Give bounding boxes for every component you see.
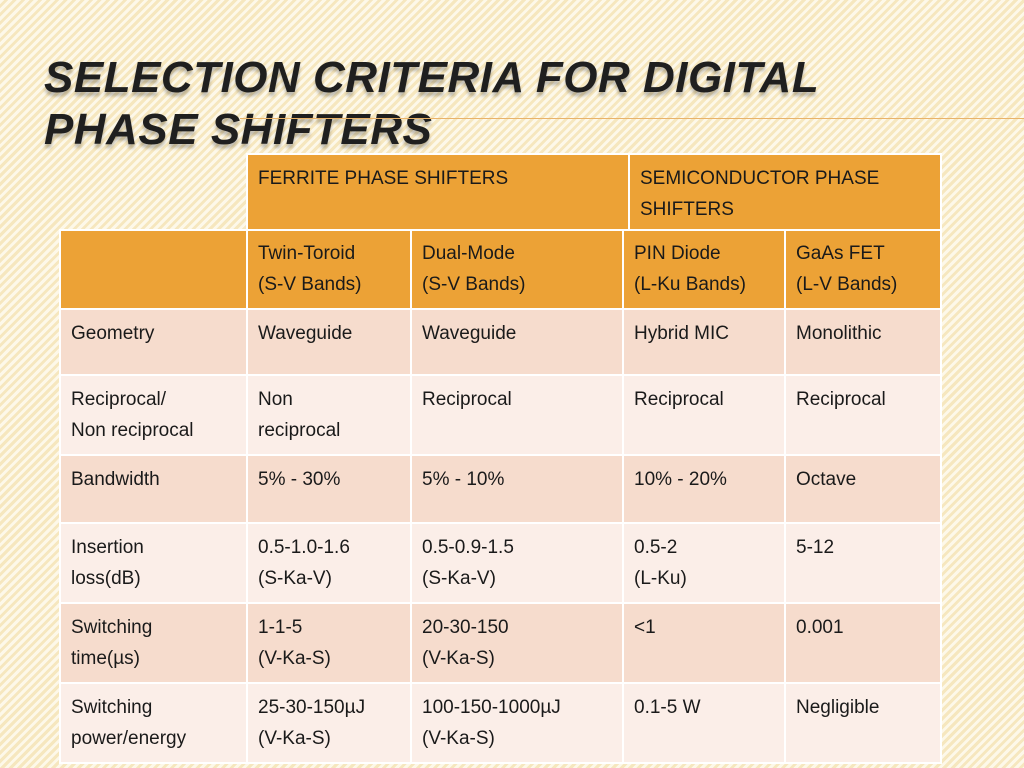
row-label-cell: Insertion loss(dB) (59, 522, 248, 604)
table-cell: 20-30-150 (V-Ka-S) (410, 602, 624, 684)
row-label-cell: Switching power/energy (59, 682, 248, 764)
table-cell: Octave (784, 454, 942, 524)
row-label-cell: Bandwidth (59, 454, 248, 524)
table-cell: <1 (622, 602, 786, 684)
cell-text: 0.001 (796, 617, 844, 638)
cell-text: Switching (71, 617, 153, 638)
cell-text: Insertion (71, 537, 144, 558)
cell-text: Waveguide (422, 323, 517, 344)
slide-title: Selection Criteria for Digital Phase Shi… (44, 53, 819, 154)
cell-text: (V-Ka-S) (422, 648, 495, 669)
cell-text: (L-Ku) (634, 568, 687, 589)
cell-text: 100-150-1000µJ (422, 697, 561, 718)
table-cell: 5% - 30% (246, 454, 412, 524)
cell-text: 0.5-0.9-1.5 (422, 537, 514, 558)
cell-text: 25-30-150µJ (258, 697, 366, 718)
header-cell-line: (S-V Bands) (258, 274, 362, 295)
header-cell-line: PIN Diode (634, 243, 721, 264)
table-cell: 0.5-2 (L-Ku) (622, 522, 786, 604)
cell-text: (V-Ka-S) (258, 728, 331, 749)
table-row: Reciprocal/Non reciprocal Non reciprocal Re… (59, 374, 942, 456)
comparison-table: Twin-Toroid (S-V Bands) Dual-Mode (S-V Band… (59, 229, 942, 764)
table-cell: 0.001 (784, 602, 942, 684)
column-header-row: Twin-Toroid (S-V Bands) Dual-Mode (S-V Band… (59, 229, 942, 310)
cell-text: 0.5-1.0-1.6 (258, 537, 350, 558)
table-cell: 0.5-0.9-1.5 (S-Ka-V) (410, 522, 624, 604)
cell-text: 1-1-5 (258, 617, 303, 638)
table-row: Switching time(µs) 1-1-5 (V-Ka-S) 20-30-150 (… (59, 602, 942, 684)
group-header-semiconductor: SEMICONDUCTOR PHASE SHIFTERS (628, 153, 942, 235)
header-cell-line: (S-V Bands) (422, 274, 526, 295)
table-cell: Negligible (784, 682, 942, 764)
cell-text: Monolithic (796, 323, 882, 344)
table-row: Insertion loss(dB) 0.5-1.0-1.6 (S-Ka-V) 0.5-… (59, 522, 942, 604)
table-cell: Monolithic (784, 308, 942, 376)
cell-text: loss(dB) (71, 568, 141, 589)
cell-text: 0.1-5 W (634, 697, 701, 718)
cell-text: Geometry (71, 323, 155, 344)
cell-text: Reciprocal (422, 389, 512, 410)
header-cell-gaas-fet: GaAs FET (L-V Bands) (784, 229, 942, 310)
table-cell: 0.1-5 W (622, 682, 786, 764)
group-header-table: FERRITE PHASE SHIFTERS SEMICONDUCTOR PHA… (246, 153, 942, 235)
table-cell: 1-1-5 (V-Ka-S) (246, 602, 412, 684)
cell-text: <1 (634, 617, 656, 638)
cell-text: Non (258, 389, 293, 410)
header-cell-pin-diode: PIN Diode (L-Ku Bands) (622, 229, 786, 310)
table-cell: Reciprocal (622, 374, 786, 456)
header-cell-line: Twin-Toroid (258, 243, 356, 264)
row-label-cell: Geometry (59, 308, 248, 376)
table-cell: Reciprocal (410, 374, 624, 456)
table-cell: 0.5-1.0-1.6 (S-Ka-V) (246, 522, 412, 604)
cell-text: 5% - 30% (258, 469, 341, 490)
row-label-cell: Reciprocal/Non reciprocal (59, 374, 248, 456)
table-cell: Waveguide (246, 308, 412, 376)
cell-text: 10% - 20% (634, 469, 727, 490)
table-cell: Non reciprocal (246, 374, 412, 456)
table-row: Geometry Waveguide Waveguide Hybrid MIC Mono… (59, 308, 942, 376)
group-header-ferrite: FERRITE PHASE SHIFTERS (246, 153, 630, 235)
cell-text: reciprocal (258, 420, 341, 441)
cell-text: Reciprocal (796, 389, 886, 410)
cell-text: Bandwidth (71, 469, 160, 490)
cell-text: Hybrid MIC (634, 323, 730, 344)
cell-text: Reciprocal/ (71, 389, 167, 410)
cell-text: power/energy (71, 728, 187, 749)
cell-text: 5-12 (796, 537, 835, 558)
cell-text: Negligible (796, 697, 880, 718)
table-cell: 5% - 10% (410, 454, 624, 524)
header-cell-line: (L-Ku Bands) (634, 274, 746, 295)
cell-text: (V-Ka-S) (422, 728, 495, 749)
cell-text: 20-30-150 (422, 617, 509, 638)
cell-text: 0.5-2 (634, 537, 678, 558)
table-row: Switching power/energy 25-30-150µJ (V-Ka-S)… (59, 682, 942, 764)
header-cell-dual-mode: Dual-Mode (S-V Bands) (410, 229, 624, 310)
cell-text: Non reciprocal (71, 420, 194, 441)
table-cell: 25-30-150µJ (V-Ka-S) (246, 682, 412, 764)
cell-text: Waveguide (258, 323, 353, 344)
cell-text: Octave (796, 469, 857, 490)
table-cell: Waveguide (410, 308, 624, 376)
header-cell-twin-toroid: Twin-Toroid (S-V Bands) (246, 229, 412, 310)
cell-text: Reciprocal (634, 389, 724, 410)
cell-text: Switching (71, 697, 153, 718)
cell-text: (S-Ka-V) (258, 568, 332, 589)
cell-text: (V-Ka-S) (258, 648, 331, 669)
table-cell: 100-150-1000µJ (V-Ka-S) (410, 682, 624, 764)
title-divider-line (240, 118, 1024, 119)
table-cell: 10% - 20% (622, 454, 786, 524)
table-cell: Hybrid MIC (622, 308, 786, 376)
table-row: Bandwidth 5% - 30% 5% - 10% 10% - 20% Octave (59, 454, 942, 524)
cell-text: time(µs) (71, 648, 140, 669)
cell-text: 5% - 10% (422, 469, 505, 490)
header-cell-line: Dual-Mode (422, 243, 515, 264)
header-cell-line: GaAs FET (796, 243, 885, 264)
header-cell-blank (59, 229, 248, 310)
cell-text: (S-Ka-V) (422, 568, 496, 589)
row-label-cell: Switching time(µs) (59, 602, 248, 684)
header-cell-line: (L-V Bands) (796, 274, 898, 295)
table-cell: Reciprocal (784, 374, 942, 456)
table-cell: 5-12 (784, 522, 942, 604)
